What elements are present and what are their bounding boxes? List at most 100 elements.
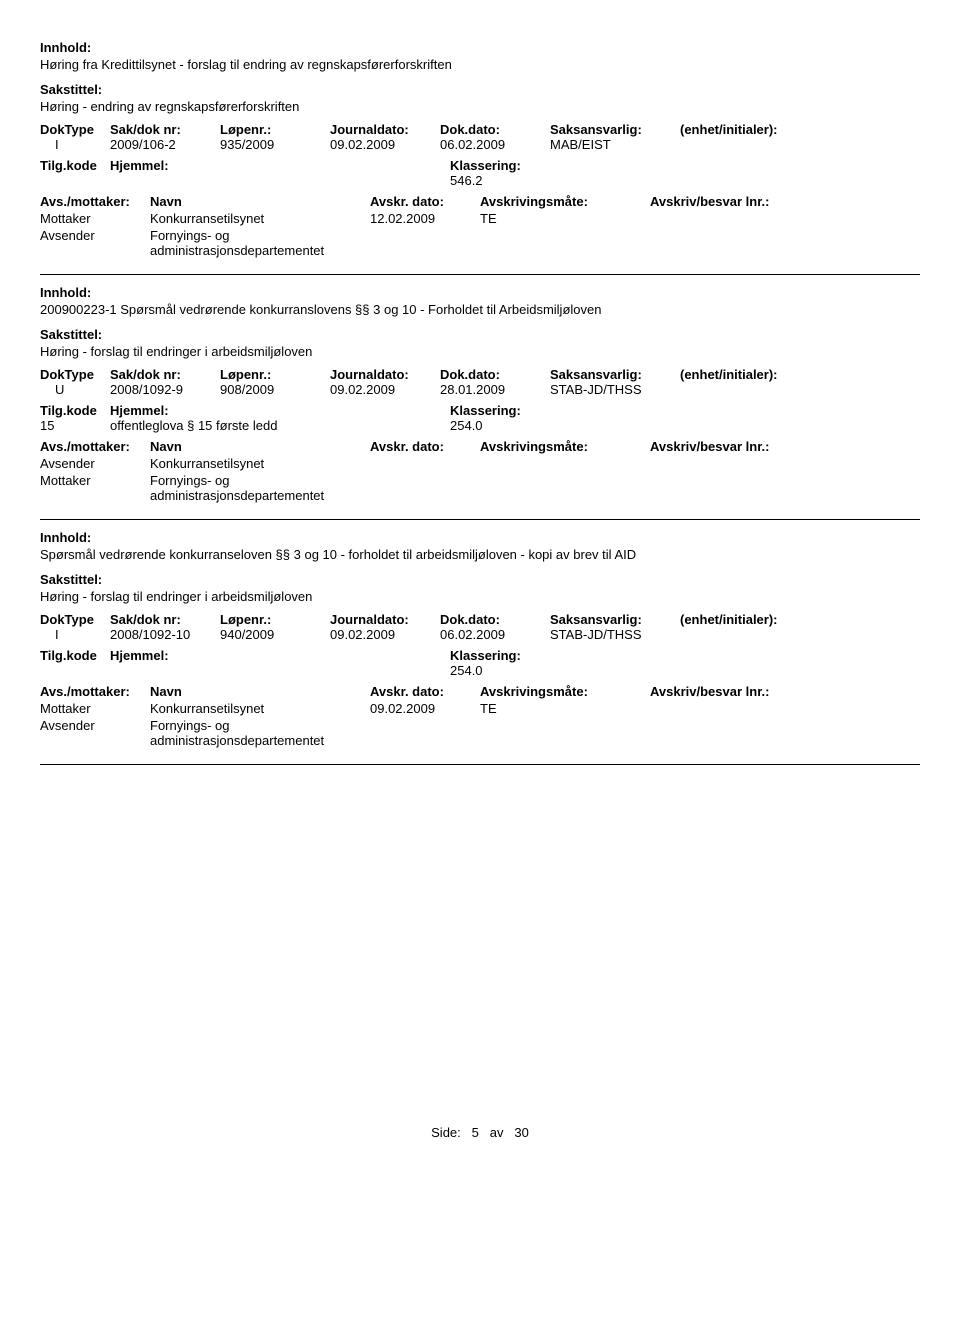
avskrdato-label: Avskr. dato: <box>370 684 480 699</box>
journal-record-2: Innhold: 200900223-1 Spørsmål vedrørende… <box>40 285 920 503</box>
person-type: Mottaker <box>40 701 150 716</box>
lopenr-label: Løpenr.: <box>220 122 330 137</box>
avskrivmaate-label: Avskrivingsmåte: <box>480 439 650 454</box>
saksansvarlig-value: MAB/EIST <box>550 137 680 152</box>
hjemmel-label: Hjemmel: <box>110 648 450 678</box>
tilg-header: Tilg.kode Hjemmel: 15 offentleglova § 15… <box>40 403 920 433</box>
person-name: Fornyings- og administrasjonsdepartement… <box>150 228 370 258</box>
lopenr-label: Løpenr.: <box>220 612 330 627</box>
avskrivmaate-label: Avskrivingsmåte: <box>480 194 650 209</box>
person-date: 09.02.2009 <box>370 701 480 716</box>
navn-label: Navn <box>150 684 370 699</box>
journal-record-1: Innhold: Høring fra Kredittilsynet - for… <box>40 40 920 258</box>
avsmottaker-label: Avs./mottaker: <box>40 439 150 454</box>
detail-header: DokType Sak/dok nr: Løpenr.: Journaldato… <box>40 612 920 627</box>
avskrivbesvar-label: Avskriv/besvar lnr.: <box>650 194 810 209</box>
person-row: Avsender Fornyings- og administrasjonsde… <box>40 718 920 748</box>
klassering-label: Klassering: <box>450 403 521 418</box>
side-label: Side: <box>431 1125 461 1140</box>
enhet-label: (enhet/initialer): <box>680 122 810 137</box>
person-means: TE <box>480 211 650 226</box>
person-row: Mottaker Konkurransetilsynet 09.02.2009 … <box>40 701 920 716</box>
enhet-label: (enhet/initialer): <box>680 612 810 627</box>
doktype-value: U <box>40 382 110 397</box>
person-type: Mottaker <box>40 473 150 488</box>
avskrivbesvar-label: Avskriv/besvar lnr.: <box>650 684 810 699</box>
navn-label: Navn <box>150 194 370 209</box>
enhet-value <box>680 627 810 642</box>
hjemmel-label: Hjemmel: <box>110 403 169 418</box>
doktype-value: I <box>40 627 110 642</box>
sakstittel-text: Høring - forslag til endringer i arbeids… <box>40 589 920 604</box>
person-date: 12.02.2009 <box>370 211 480 226</box>
saksansvarlig-label: Saksansvarlig: <box>550 612 680 627</box>
record-divider <box>40 519 920 520</box>
hjemmel-value: offentleglova § 15 første ledd <box>110 418 277 433</box>
person-type: Avsender <box>40 456 150 471</box>
journaldato-label: Journaldato: <box>330 367 440 382</box>
klassering-value: 546.2 <box>450 173 521 188</box>
lopenr-value: 935/2009 <box>220 137 330 152</box>
sakstittel-text: Høring - endring av regnskapsførerforskr… <box>40 99 920 114</box>
sakdok-label: Sak/dok nr: <box>110 122 220 137</box>
sakdok-value: 2008/1092-10 <box>110 627 220 642</box>
lopenr-value: 940/2009 <box>220 627 330 642</box>
person-row: Mottaker Fornyings- og administrasjonsde… <box>40 473 920 503</box>
sakstittel-label: Sakstittel: <box>40 572 920 587</box>
person-name: Konkurransetilsynet <box>150 456 370 471</box>
sakdok-value: 2009/106-2 <box>110 137 220 152</box>
page-number: 5 <box>472 1125 479 1140</box>
innhold-text: 200900223-1 Spørsmål vedrørende konkurra… <box>40 302 920 317</box>
innhold-text: Høring fra Kredittilsynet - forslag til … <box>40 57 920 72</box>
avs-header: Avs./mottaker: Navn Avskr. dato: Avskriv… <box>40 684 920 699</box>
dokdato-label: Dok.dato: <box>440 367 550 382</box>
journaldato-label: Journaldato: <box>330 612 440 627</box>
avskrivmaate-label: Avskrivingsmåte: <box>480 684 650 699</box>
avsmottaker-label: Avs./mottaker: <box>40 194 150 209</box>
dokdato-value: 06.02.2009 <box>440 137 550 152</box>
person-row: Mottaker Konkurransetilsynet 12.02.2009 … <box>40 211 920 226</box>
saksansvarlig-value: STAB-JD/THSS <box>550 627 680 642</box>
saksansvarlig-label: Saksansvarlig: <box>550 122 680 137</box>
klassering-label: Klassering: <box>450 158 521 173</box>
innhold-text: Spørsmål vedrørende konkurranseloven §§ … <box>40 547 920 562</box>
innhold-label: Innhold: <box>40 285 920 300</box>
sakdok-value: 2008/1092-9 <box>110 382 220 397</box>
detail-header: DokType Sak/dok nr: Løpenr.: Journaldato… <box>40 122 920 137</box>
dokdato-label: Dok.dato: <box>440 612 550 627</box>
av-label: av <box>490 1125 504 1140</box>
person-type: Avsender <box>40 228 150 243</box>
lopenr-label: Løpenr.: <box>220 367 330 382</box>
total-pages: 30 <box>514 1125 528 1140</box>
person-name: Fornyings- og administrasjonsdepartement… <box>150 718 370 748</box>
tilgkode-label: Tilg.kode <box>40 648 110 678</box>
sakdok-label: Sak/dok nr: <box>110 367 220 382</box>
detail-values: I 2009/106-2 935/2009 09.02.2009 06.02.2… <box>40 137 920 152</box>
lopenr-value: 908/2009 <box>220 382 330 397</box>
doktype-label: DokType <box>40 122 110 137</box>
person-name: Konkurransetilsynet <box>150 701 370 716</box>
navn-label: Navn <box>150 439 370 454</box>
avskrivbesvar-label: Avskriv/besvar lnr.: <box>650 439 810 454</box>
doktype-label: DokType <box>40 367 110 382</box>
tilgkode-value: 15 <box>40 418 110 433</box>
tilgkode-label: Tilg.kode <box>40 158 110 188</box>
person-name: Fornyings- og administrasjonsdepartement… <box>150 473 370 503</box>
sakdok-label: Sak/dok nr: <box>110 612 220 627</box>
person-type: Avsender <box>40 718 150 733</box>
journaldato-value: 09.02.2009 <box>330 137 440 152</box>
tilg-header: Tilg.kode Hjemmel: Klassering: 546.2 <box>40 158 920 188</box>
record-divider <box>40 764 920 765</box>
journaldato-value: 09.02.2009 <box>330 627 440 642</box>
klassering-label: Klassering: <box>450 648 521 663</box>
doktype-value: I <box>40 137 110 152</box>
innhold-label: Innhold: <box>40 40 920 55</box>
person-type: Mottaker <box>40 211 150 226</box>
enhet-label: (enhet/initialer): <box>680 367 810 382</box>
dokdato-label: Dok.dato: <box>440 122 550 137</box>
detail-header: DokType Sak/dok nr: Løpenr.: Journaldato… <box>40 367 920 382</box>
person-row: Avsender Konkurransetilsynet <box>40 456 920 471</box>
klassering-value: 254.0 <box>450 663 521 678</box>
person-row: Avsender Fornyings- og administrasjonsde… <box>40 228 920 258</box>
page-footer: Side: 5 av 30 <box>40 1125 920 1140</box>
